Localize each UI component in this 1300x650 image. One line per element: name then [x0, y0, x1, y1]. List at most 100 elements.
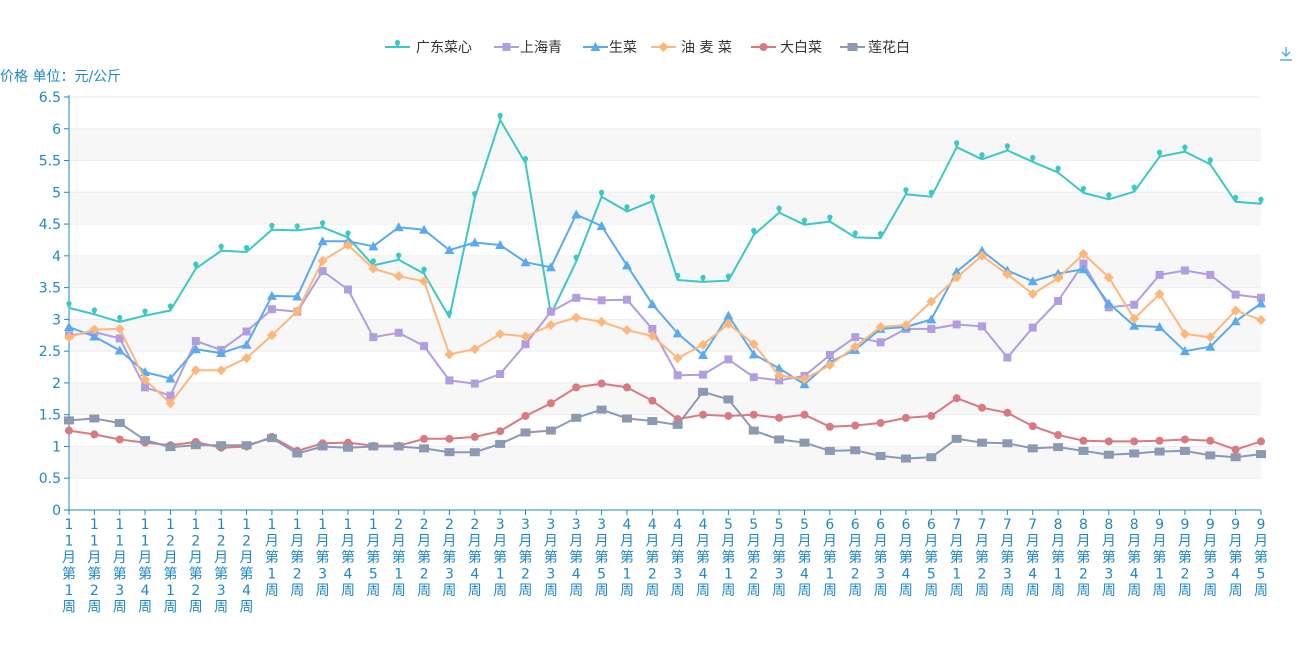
- data-point: [850, 446, 861, 455]
- data-point: [1002, 269, 1013, 280]
- data-point: [1256, 298, 1266, 308]
- data-point: [903, 187, 909, 196]
- x-tick-label: 1 1 月第 3 周: [113, 517, 127, 616]
- data-point: [419, 224, 430, 234]
- data-point: [393, 442, 404, 451]
- data-point: [1156, 149, 1163, 158]
- data-point: [1257, 437, 1265, 446]
- data-point: [1080, 185, 1087, 194]
- x-tick-label: 5 月第 1 周: [721, 517, 735, 599]
- data-point: [876, 338, 885, 347]
- data-point: [1106, 192, 1112, 201]
- data-point: [1180, 435, 1189, 444]
- data-point: [1055, 165, 1061, 174]
- data-point: [1027, 276, 1038, 286]
- data-point: [751, 227, 757, 236]
- legend-item[interactable]: 生菜: [583, 40, 637, 56]
- data-point: [495, 328, 506, 339]
- x-tick-label: 6 月第 4 周: [899, 517, 913, 599]
- data-point: [800, 410, 809, 419]
- data-point: [470, 379, 479, 388]
- data-point: [597, 296, 606, 305]
- data-point: [723, 318, 734, 329]
- data-point: [64, 416, 74, 425]
- x-tick-label: 2 月第 4 周: [468, 517, 482, 599]
- data-point: [723, 310, 734, 320]
- data-point: [825, 422, 834, 431]
- x-tick-label: 4 月第 1 周: [620, 517, 634, 599]
- x-tick-label: 1 2 月第 3 周: [214, 517, 228, 616]
- legend-item[interactable]: 油 麦 菜: [651, 40, 732, 56]
- grid-band: [69, 351, 1261, 383]
- data-point: [825, 350, 834, 359]
- data-point: [393, 222, 404, 232]
- y-tick-label: 1: [52, 439, 61, 455]
- data-point: [522, 156, 529, 165]
- data-point: [749, 373, 758, 382]
- data-point: [927, 324, 936, 333]
- x-tick-label: 6 月第 3 周: [874, 517, 888, 599]
- legend-marker: [759, 43, 768, 51]
- x-tick-label: 9 月第 5 周: [1254, 517, 1268, 599]
- data-point: [979, 152, 985, 161]
- data-point: [396, 252, 402, 261]
- legend-label: 广东菜心: [416, 40, 472, 56]
- data-point: [472, 191, 478, 200]
- data-point: [1131, 184, 1137, 193]
- data-point: [649, 194, 655, 203]
- legend-marker: [590, 42, 601, 51]
- x-tick-label: 1 月第 4 周: [341, 517, 355, 599]
- data-point: [1030, 154, 1036, 163]
- data-point: [469, 448, 480, 457]
- data-point: [1130, 437, 1139, 446]
- data-point: [1027, 288, 1038, 299]
- data-point: [596, 405, 607, 414]
- data-point: [1231, 445, 1240, 454]
- x-tick-label: 3 月第 2 周: [519, 517, 533, 599]
- data-point: [1078, 446, 1089, 455]
- data-point: [1028, 323, 1037, 332]
- data-point: [648, 324, 657, 333]
- data-point: [521, 340, 530, 349]
- data-point: [571, 312, 582, 323]
- data-point: [1004, 143, 1010, 152]
- data-point: [951, 266, 962, 276]
- data-point: [1054, 431, 1063, 440]
- legend-label: 大白菜: [780, 40, 822, 56]
- data-point: [621, 325, 632, 336]
- data-point: [1154, 288, 1165, 299]
- data-point: [699, 410, 708, 419]
- y-tick-label: 6: [52, 122, 61, 138]
- x-tick-label: 9 月第 4 周: [1229, 517, 1243, 599]
- x-tick-label: 8 月第 2 周: [1076, 517, 1090, 599]
- x-tick-label: 2 月第 3 周: [442, 517, 456, 599]
- y-tick-label: 5: [52, 185, 61, 201]
- data-point: [926, 296, 937, 307]
- data-point: [444, 349, 455, 360]
- data-point: [521, 411, 530, 420]
- legend-marker: [394, 40, 401, 48]
- data-point: [877, 231, 884, 240]
- legend-item[interactable]: 大白菜: [751, 40, 822, 56]
- legend-item[interactable]: 莲花白: [840, 40, 910, 56]
- legend-marker: [502, 43, 511, 51]
- data-point: [1003, 353, 1012, 362]
- data-point: [444, 448, 455, 457]
- data-point: [827, 214, 833, 223]
- legend-label: 莲花白: [868, 40, 910, 56]
- data-point: [978, 403, 987, 412]
- data-point: [65, 426, 73, 435]
- x-tick-label: 5 月第 2 周: [747, 517, 761, 599]
- legend-item[interactable]: 上海青: [494, 40, 562, 56]
- data-point: [851, 333, 860, 342]
- data-point: [64, 332, 74, 343]
- data-point: [1154, 322, 1165, 332]
- grid-band: [69, 128, 1261, 161]
- y-tick-label: 2: [52, 376, 61, 392]
- data-point: [647, 417, 658, 426]
- download-icon[interactable]: [1280, 47, 1292, 61]
- legend-item[interactable]: 广东菜心: [385, 40, 472, 56]
- data-point: [368, 241, 379, 251]
- data-point: [167, 303, 174, 312]
